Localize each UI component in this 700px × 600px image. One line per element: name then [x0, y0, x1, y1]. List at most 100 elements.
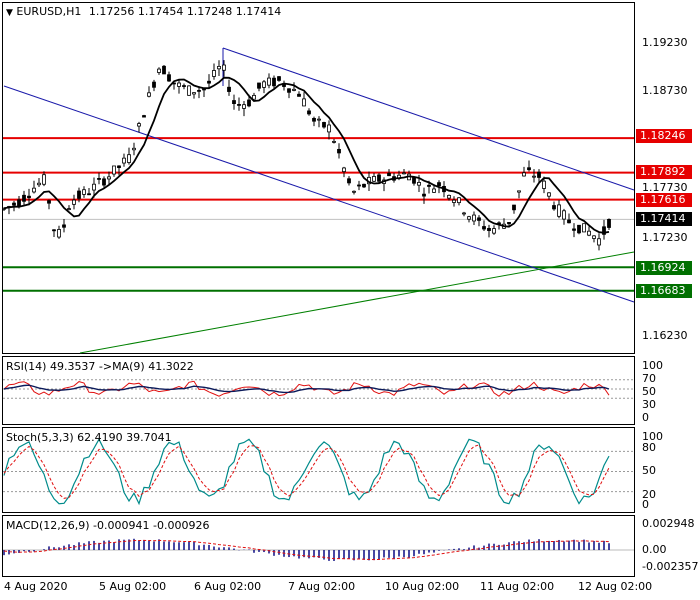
candle-body: [322, 122, 326, 128]
candle-body: [142, 115, 146, 118]
candle-body: [12, 202, 16, 206]
candle-body: [222, 64, 226, 71]
candle-body: [537, 171, 541, 178]
candle-body: [357, 184, 361, 187]
candle-body: [257, 82, 261, 89]
candle-body: [347, 178, 351, 184]
candle-body: [332, 140, 336, 143]
candle-body: [362, 183, 366, 188]
macd-axis-label: -0.002357: [642, 560, 699, 573]
candle-body: [22, 194, 26, 202]
candle-body: [532, 175, 536, 178]
symbol-label: EURUSD,H1: [16, 5, 82, 18]
price-axis-label: 1.17730: [642, 181, 688, 194]
candle-body: [77, 190, 81, 199]
candle-body: [327, 124, 331, 133]
time-axis-label: 4 Aug 2020: [4, 580, 68, 593]
candle-body: [247, 99, 251, 107]
candle-body: [452, 199, 456, 203]
candle-body: [542, 180, 546, 189]
candle-body: [417, 181, 421, 186]
candle-body: [337, 148, 341, 154]
candle-body: [562, 210, 566, 220]
stoch-axis-label: 20: [642, 488, 656, 501]
ohlc-values: 1.17256 1.17454 1.17248 1.17414: [88, 5, 282, 18]
candle-body: [427, 184, 431, 187]
level-tag-red: 1.18246: [636, 129, 692, 143]
price-series: [2, 47, 635, 354]
candle-body: [507, 222, 511, 225]
price-axis-label: 1.18730: [642, 84, 688, 97]
candle-body: [277, 76, 281, 81]
candle-body: [492, 228, 496, 234]
candle-body: [307, 110, 311, 115]
candle-body: [422, 193, 426, 197]
price-axis-label: 1.16230: [642, 329, 688, 342]
candle-body: [102, 178, 106, 186]
candle-body: [572, 228, 576, 231]
candle-body: [127, 154, 131, 163]
rsi-axis-label: 50: [642, 385, 656, 398]
candle-body: [527, 167, 531, 171]
candle-body: [292, 88, 296, 91]
time-axis-label: 5 Aug 02:00: [99, 580, 167, 593]
candle-body: [252, 94, 256, 100]
price-axis-label: 1.19230: [642, 36, 688, 49]
candle-body: [167, 74, 171, 82]
rsi-axis-label: 100: [642, 359, 663, 372]
dropdown-triangle-icon[interactable]: ▼: [6, 8, 13, 18]
candle-body: [587, 230, 591, 236]
candle-body: [352, 190, 356, 193]
stoch-axis-label: 100: [642, 430, 663, 443]
candle-body: [342, 167, 346, 172]
candle-body: [217, 65, 221, 70]
candle-body: [547, 192, 551, 197]
time-axis-label: 11 Aug 02:00: [480, 580, 555, 593]
level-tag-green: 1.16683: [636, 284, 692, 298]
candle-body: [192, 92, 196, 95]
candle-body: [177, 82, 181, 87]
chart-header: ▼ EURUSD,H1 1.17256 1.17454 1.17248 1.17…: [6, 5, 281, 18]
candle-body: [602, 226, 606, 235]
candle-body: [582, 223, 586, 233]
candle-body: [212, 70, 216, 77]
candle-body: [597, 238, 601, 246]
candle-body: [82, 189, 86, 195]
candle-body: [112, 165, 116, 175]
candle-body: [122, 157, 126, 164]
rsi-axis-label: 30: [642, 398, 656, 411]
candle-body: [152, 81, 156, 88]
candle-body: [207, 80, 211, 84]
level-tag-green: 1.16924: [636, 261, 692, 275]
rsi-title: RSI(14) 49.3537 ->MA(9) 41.3022: [6, 360, 194, 373]
candle-body: [512, 204, 516, 211]
candle-body: [517, 190, 521, 193]
stoch-axis-label: 50: [642, 464, 656, 477]
candle-body: [92, 183, 96, 191]
macd-signal-line: [3, 539, 610, 561]
candle-body: [567, 219, 571, 224]
candle-body: [552, 205, 556, 210]
candle-body: [557, 204, 561, 217]
moving-average-line: [3, 76, 610, 234]
stoch-axis-label: 0: [642, 498, 649, 511]
rsi-ma-line: [3, 384, 610, 394]
candle-body: [402, 172, 406, 175]
candle-body: [107, 176, 111, 180]
candle-body: [137, 123, 141, 127]
channel-upper-line: [222, 47, 635, 191]
time-axis-label: 10 Aug 02:00: [385, 580, 460, 593]
candle-body: [312, 117, 316, 122]
candle-body: [477, 217, 481, 221]
rsi-axis-label: 0: [642, 411, 649, 424]
candle-body: [42, 174, 46, 185]
candle-body: [67, 208, 71, 211]
candle-body: [472, 214, 476, 222]
candle-body: [197, 89, 201, 92]
rsi-axis-label: 70: [642, 372, 656, 385]
stoch-title: Stoch(5,3,3) 62.4190 39.7041: [6, 431, 172, 444]
candle-body: [52, 229, 56, 232]
candle-body: [457, 197, 461, 204]
time-axis-label: 6 Aug 02:00: [194, 580, 262, 593]
price-axis-label: 1.17230: [642, 231, 688, 244]
